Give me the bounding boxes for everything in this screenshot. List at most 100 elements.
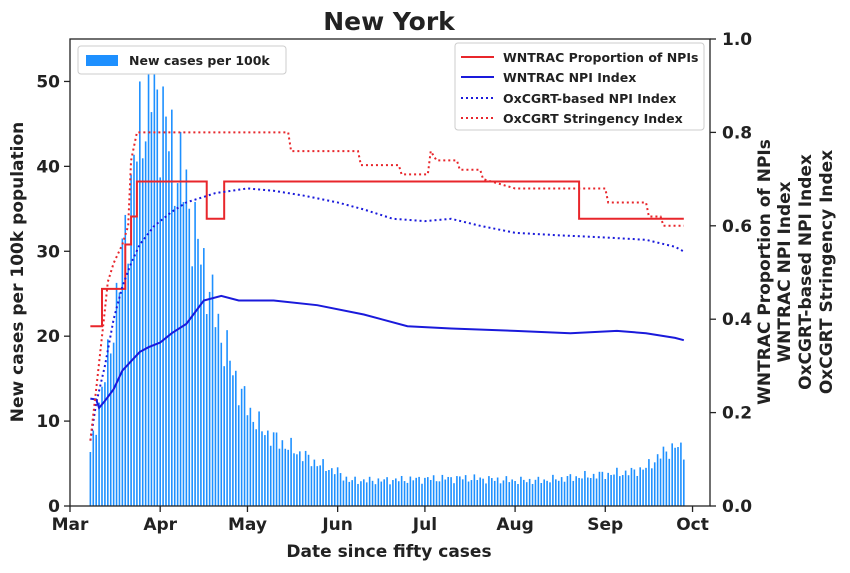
bar bbox=[505, 476, 508, 506]
x-tick-label: Oct bbox=[676, 515, 709, 535]
bar bbox=[627, 475, 630, 506]
y-right-tick-label: 0.4 bbox=[722, 310, 752, 330]
bar bbox=[424, 477, 426, 506]
bar bbox=[348, 481, 351, 506]
legend-label-oxcgrt-npi: OxCGRT-based NPI Index bbox=[503, 91, 676, 106]
bar bbox=[552, 474, 554, 506]
bar bbox=[668, 458, 671, 506]
bar bbox=[630, 467, 633, 506]
bar bbox=[325, 471, 327, 506]
bar bbox=[191, 266, 193, 506]
y-left-tick-label: 0 bbox=[48, 497, 60, 517]
bar bbox=[89, 452, 92, 506]
x-axis-ticks: Mar Apr May Jun Jul Aug Sep Oct bbox=[52, 506, 709, 535]
bar bbox=[569, 474, 572, 506]
bar bbox=[124, 214, 127, 506]
y-left-tick-label: 30 bbox=[36, 242, 60, 262]
bar bbox=[598, 471, 601, 506]
bar bbox=[185, 169, 188, 506]
bar bbox=[656, 454, 659, 506]
bar bbox=[540, 483, 543, 506]
y-left-tick-label: 40 bbox=[36, 157, 60, 177]
bar bbox=[278, 448, 281, 506]
bar bbox=[665, 451, 668, 506]
bar bbox=[464, 475, 467, 506]
legend-label-oxcgrt-stringency: OxCGRT Stringency Index bbox=[503, 111, 683, 126]
bar bbox=[342, 480, 345, 506]
bar bbox=[555, 479, 557, 506]
bar bbox=[217, 313, 220, 506]
y-axis-right-label: WNTRAC Proportion of NPIs bbox=[755, 139, 775, 405]
bar bbox=[581, 478, 583, 506]
x-tick-label: May bbox=[228, 515, 267, 535]
bar bbox=[473, 474, 476, 506]
bar bbox=[264, 435, 266, 506]
bar bbox=[162, 86, 164, 506]
bar bbox=[409, 476, 412, 506]
bar bbox=[645, 467, 647, 506]
x-tick-label: Mar bbox=[52, 515, 89, 535]
y-axis-right-ticks: 0.0 0.2 0.4 0.6 0.8 1.0 bbox=[710, 30, 752, 517]
bar bbox=[389, 484, 391, 506]
bar bbox=[127, 263, 129, 506]
bar bbox=[680, 442, 682, 506]
y-right-tick-label: 0.6 bbox=[722, 217, 752, 237]
bar bbox=[95, 434, 97, 506]
bar bbox=[592, 473, 595, 506]
bar bbox=[290, 437, 292, 506]
y-right-tick-label: 1.0 bbox=[722, 30, 752, 50]
bar bbox=[485, 483, 487, 506]
bar bbox=[537, 476, 540, 506]
bar bbox=[118, 292, 121, 506]
bar bbox=[104, 382, 106, 506]
bar bbox=[214, 327, 217, 506]
bar bbox=[450, 477, 452, 506]
bar bbox=[269, 445, 272, 506]
bar bbox=[194, 201, 196, 507]
bar bbox=[397, 481, 400, 506]
bar bbox=[651, 468, 653, 506]
bar bbox=[563, 481, 566, 506]
legend-swatch-new-cases bbox=[86, 55, 118, 66]
bar bbox=[220, 342, 223, 506]
bar bbox=[511, 479, 513, 506]
bar bbox=[683, 459, 685, 506]
bar bbox=[601, 471, 604, 506]
bar bbox=[432, 475, 435, 506]
bar bbox=[595, 478, 598, 506]
bar bbox=[182, 201, 185, 506]
line-series-1 bbox=[90, 294, 685, 410]
bar bbox=[377, 478, 380, 506]
legend-left: New cases per 100k bbox=[77, 45, 287, 75]
bar bbox=[133, 154, 135, 506]
bar bbox=[313, 459, 316, 506]
bar bbox=[604, 479, 607, 506]
bar bbox=[92, 430, 95, 506]
bar bbox=[624, 470, 627, 506]
bar bbox=[173, 205, 176, 506]
bar bbox=[610, 474, 612, 506]
bar bbox=[98, 402, 100, 506]
bar bbox=[456, 476, 458, 506]
bar bbox=[415, 477, 417, 506]
y-left-tick-label: 10 bbox=[36, 412, 60, 432]
bar bbox=[575, 476, 577, 506]
bar bbox=[144, 141, 147, 506]
bar bbox=[255, 429, 257, 506]
bar bbox=[470, 480, 473, 506]
bar bbox=[496, 477, 499, 506]
bar bbox=[136, 161, 138, 507]
bar bbox=[395, 478, 397, 506]
bar bbox=[246, 415, 249, 506]
bar bbox=[115, 282, 118, 506]
bar bbox=[493, 480, 496, 506]
y-axis-left-label: New cases per 100k population bbox=[8, 122, 28, 422]
bar bbox=[584, 470, 586, 506]
y-right-tick-label: 0.2 bbox=[722, 404, 752, 424]
bar bbox=[299, 451, 301, 506]
bar bbox=[403, 481, 406, 506]
bar bbox=[203, 248, 205, 506]
bar bbox=[461, 479, 464, 506]
bar bbox=[179, 131, 182, 507]
bar bbox=[543, 479, 545, 506]
